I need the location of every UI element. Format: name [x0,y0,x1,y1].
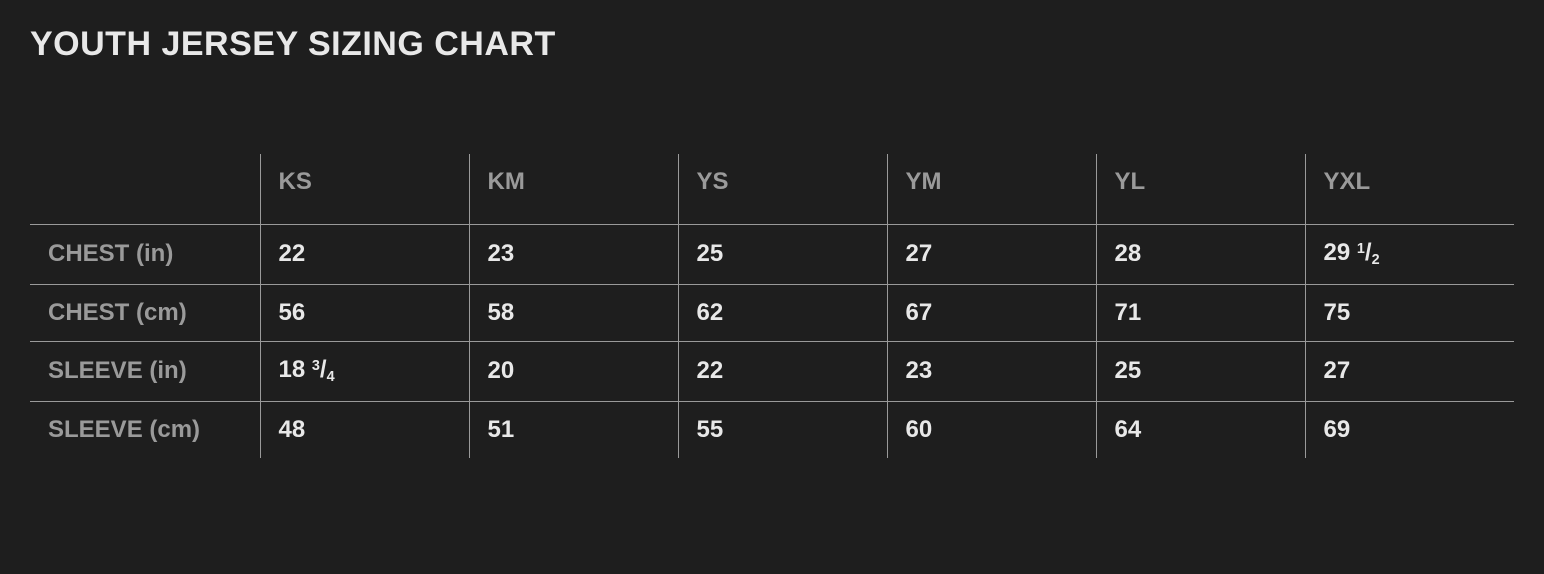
row-header: SLEEVE (cm) [30,401,260,458]
table-row: SLEEVE (cm) 48 51 55 60 64 69 [30,401,1514,458]
table-row: CHEST (in) 22 23 25 27 28 29 1/2 [30,225,1514,285]
table-cell: 71 [1096,284,1305,341]
table-cell: 20 [469,341,678,401]
table-cell: 75 [1305,284,1514,341]
table-cell: 60 [887,401,1096,458]
table-cell: 23 [887,341,1096,401]
col-header: YL [1096,154,1305,225]
table-cell: 64 [1096,401,1305,458]
table-cell: 67 [887,284,1096,341]
table-cell: 51 [469,401,678,458]
table-row: CHEST (cm) 56 58 62 67 71 75 [30,284,1514,341]
col-header: YXL [1305,154,1514,225]
table-cell: 55 [678,401,887,458]
page-title: YOUTH JERSEY SIZING CHART [30,25,1514,64]
table-cell: 25 [678,225,887,285]
row-header: SLEEVE (in) [30,341,260,401]
table-cell: 29 1/2 [1305,225,1514,285]
table-cell: 62 [678,284,887,341]
table-cell: 27 [1305,341,1514,401]
sizing-table: KS KM YS YM YL YXL CHEST (in) 22 23 25 2… [30,154,1514,458]
table-cell: 18 3/4 [260,341,469,401]
table-cell: 23 [469,225,678,285]
table-header-row: KS KM YS YM YL YXL [30,154,1514,225]
table-cell: 22 [678,341,887,401]
col-header: KM [469,154,678,225]
table-cell: 56 [260,284,469,341]
table-cell: 22 [260,225,469,285]
col-header: YS [678,154,887,225]
col-header: KS [260,154,469,225]
table-cell: 69 [1305,401,1514,458]
table-cell: 58 [469,284,678,341]
table-cell: 28 [1096,225,1305,285]
table-corner-cell [30,154,260,225]
row-header: CHEST (in) [30,225,260,285]
table-cell: 25 [1096,341,1305,401]
table-cell: 27 [887,225,1096,285]
col-header: YM [887,154,1096,225]
table-cell: 48 [260,401,469,458]
row-header: CHEST (cm) [30,284,260,341]
table-row: SLEEVE (in) 18 3/4 20 22 23 25 27 [30,341,1514,401]
